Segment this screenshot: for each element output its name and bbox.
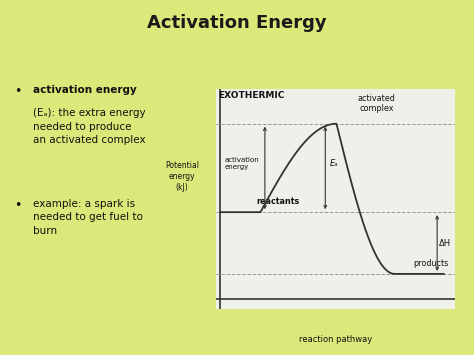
Text: activated
complex: activated complex [358,94,396,114]
Text: Eₐ: Eₐ [330,159,338,168]
Text: ΔH: ΔH [439,239,452,247]
Text: •: • [14,199,22,212]
Text: activation
energy: activation energy [225,157,259,170]
Text: activation energy: activation energy [33,85,137,95]
Text: EXOTHERMIC: EXOTHERMIC [218,91,284,100]
Text: •: • [14,85,22,98]
Text: (Eₐ): the extra energy
needed to produce
an activated complex: (Eₐ): the extra energy needed to produce… [33,108,146,146]
Text: reaction pathway: reaction pathway [299,335,372,344]
Text: Activation Energy: Activation Energy [147,14,327,32]
Text: reactants: reactants [257,197,300,206]
Text: Potential
energy
(kJ): Potential energy (kJ) [165,161,199,192]
Text: products: products [413,259,448,268]
Text: example: a spark is
needed to get fuel to
burn: example: a spark is needed to get fuel t… [33,199,143,236]
